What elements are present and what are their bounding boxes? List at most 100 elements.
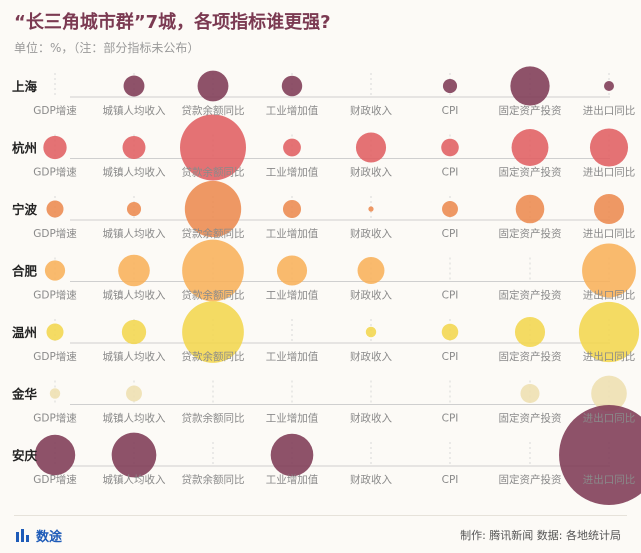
city-label: 杭州 <box>12 141 37 156</box>
bubble <box>34 434 76 476</box>
indicator-label: 财政收入 <box>350 350 392 363</box>
indicator-label: 固定资产投资 <box>499 289 562 302</box>
indicator-label: 固定资产投资 <box>499 104 562 117</box>
indicator-label: 城镇人均收入 <box>103 227 166 240</box>
bubble <box>43 135 67 160</box>
indicator-label: 固定资产投资 <box>499 412 562 425</box>
bubble <box>520 383 540 404</box>
bubble-layer <box>34 66 641 505</box>
indicator-label: 工业增加值 <box>266 227 319 240</box>
bubble <box>182 301 244 363</box>
bubble <box>111 432 157 478</box>
indicator-label: 财政收入 <box>350 473 392 486</box>
city-label: 宁波 <box>12 202 38 217</box>
indicator-label: 贷款余额同比 <box>182 350 245 363</box>
bubble <box>46 200 64 218</box>
indicator-label: 进出口同比 <box>583 350 636 363</box>
indicator-label: 贷款余额同比 <box>182 412 245 425</box>
bubble <box>44 260 66 281</box>
bar-chart-icon <box>16 529 29 542</box>
indicator-label: 进出口同比 <box>583 289 636 302</box>
bubble <box>591 375 627 412</box>
indicator-label: 城镇人均收入 <box>103 166 166 179</box>
indicator-label: 工业增加值 <box>266 289 319 302</box>
indicator-label: 贷款余额同比 <box>182 227 245 240</box>
indicator-label: 城镇人均收入 <box>103 289 166 302</box>
indicator-label: CPI <box>442 105 459 117</box>
bubble <box>442 78 458 94</box>
indicator-label: GDP增速 <box>33 473 77 486</box>
bubble <box>281 75 303 97</box>
indicator-label: 工业增加值 <box>266 473 319 486</box>
city-label: 上海 <box>12 79 38 94</box>
indicator-label: 进出口同比 <box>583 227 636 240</box>
indicator-label: 工业增加值 <box>266 350 319 363</box>
indicator-label: GDP增速 <box>33 166 77 179</box>
bubble <box>121 319 147 345</box>
bubble <box>126 385 142 402</box>
bubble <box>197 70 229 102</box>
bubble <box>593 193 625 225</box>
city-label: 安庆 <box>12 448 38 463</box>
indicator-label: 财政收入 <box>350 227 392 240</box>
bubble <box>559 405 641 505</box>
bubble <box>49 388 61 399</box>
bubble <box>441 323 459 341</box>
indicator-label: CPI <box>442 413 459 425</box>
indicator-label: CPI <box>442 474 459 486</box>
indicator-label: 进出口同比 <box>583 104 636 117</box>
bubble <box>184 180 242 238</box>
indicator-label: 固定资产投资 <box>499 166 562 179</box>
bubble <box>270 433 314 477</box>
indicator-label: 工业增加值 <box>266 166 319 179</box>
indicator-label: 进出口同比 <box>583 473 636 486</box>
indicator-label: CPI <box>442 228 459 240</box>
brand-logo: 数途 <box>16 526 62 545</box>
bubble <box>357 257 385 284</box>
indicator-label: 财政收入 <box>350 289 392 302</box>
bubble <box>514 316 546 348</box>
indicator-label: GDP增速 <box>33 350 77 363</box>
bubble <box>355 132 387 163</box>
bubble <box>282 199 302 219</box>
indicator-label: 贷款余额同比 <box>182 473 245 486</box>
brand-name: 数途 <box>36 530 63 545</box>
bubble <box>283 138 301 157</box>
indicator-label: 财政收入 <box>350 166 392 179</box>
indicator-label: 贷款余额同比 <box>182 166 245 179</box>
bubble <box>578 301 640 363</box>
bubble <box>441 138 459 157</box>
indicator-label: CPI <box>442 290 459 302</box>
city-label: 合肥 <box>12 264 38 279</box>
indicator-label: 固定资产投资 <box>499 227 562 240</box>
indicator-label: 固定资产投资 <box>499 350 562 363</box>
bubble <box>46 323 64 341</box>
indicator-label: 财政收入 <box>350 104 392 117</box>
indicator-label: GDP增速 <box>33 412 77 425</box>
indicator-label: 固定资产投资 <box>499 473 562 486</box>
indicator-label: GDP增速 <box>33 289 77 302</box>
indicator-label: 进出口同比 <box>583 166 636 179</box>
bubble <box>442 201 458 217</box>
indicator-label: CPI <box>442 167 459 179</box>
bubble <box>582 243 636 298</box>
bubble <box>126 201 142 217</box>
bubble <box>276 255 308 286</box>
indicator-label: CPI <box>442 351 459 363</box>
bubble <box>510 66 550 106</box>
bubble <box>118 254 150 287</box>
bubble <box>123 75 145 97</box>
chart-subtitle: 单位：%，（注：部分指标未公布） <box>14 41 200 55</box>
indicator-label: 城镇人均收入 <box>103 473 166 486</box>
chart-title: “长三角城市群”7城，各项指标谁更强? <box>14 12 331 33</box>
indicator-label: 城镇人均收入 <box>103 350 166 363</box>
indicator-label: 进出口同比 <box>583 412 636 425</box>
indicator-label: 财政收入 <box>350 412 392 425</box>
bubble <box>511 129 549 166</box>
source-credit: 制作: 腾讯新闻 数据: 各地统计局 <box>460 529 621 542</box>
bubble <box>589 128 629 167</box>
indicator-label: 城镇人均收入 <box>103 412 166 425</box>
indicator-label: 贷款余额同比 <box>182 104 245 117</box>
indicator-label: GDP增速 <box>33 227 77 240</box>
